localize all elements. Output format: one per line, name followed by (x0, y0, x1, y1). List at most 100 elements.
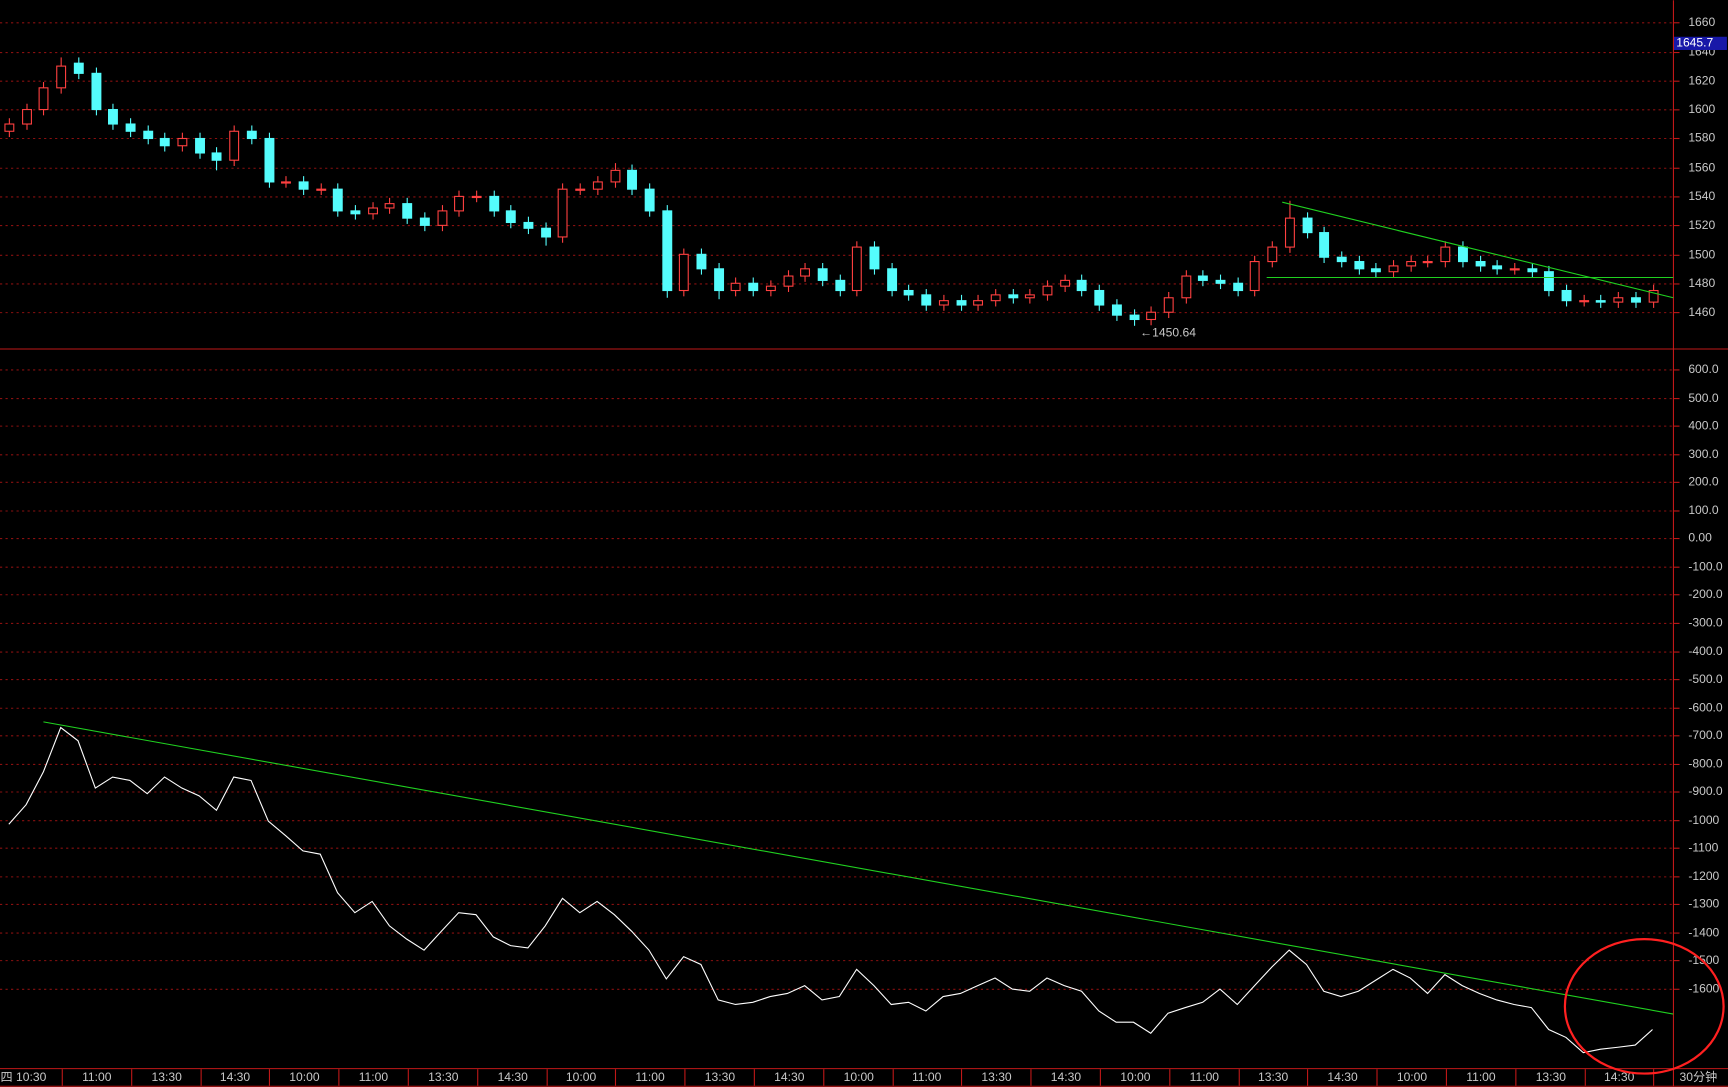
candle-body (368, 207, 378, 215)
candle (1354, 255, 1365, 275)
candle-body (575, 188, 586, 191)
candle-body (748, 282, 759, 292)
candle (592, 176, 603, 195)
candle (1543, 265, 1554, 297)
candle-body (1475, 261, 1486, 267)
y-tick-label: -100.0 (1688, 559, 1723, 573)
candle (869, 241, 880, 275)
candle-body (1302, 217, 1313, 234)
candle (1457, 241, 1468, 268)
candle-body (956, 300, 967, 306)
x-tick-label: 10:00 (1120, 1070, 1151, 1084)
y-tick-label: 1580 (1688, 131, 1715, 145)
candle-body (1370, 268, 1381, 273)
candle (1233, 277, 1244, 297)
y-tick-label: 1620 (1688, 73, 1715, 87)
y-tick-label: -600.0 (1688, 700, 1723, 714)
candle (541, 222, 552, 246)
candle-body (281, 181, 291, 184)
candle-body (1249, 261, 1260, 292)
candle-body (1008, 294, 1019, 299)
candle (1094, 284, 1105, 311)
candle (817, 263, 828, 287)
x-tick-label: 13:30 (1258, 1070, 1289, 1084)
candle-body (56, 65, 67, 89)
candle-body (1284, 217, 1295, 248)
candle-body (1422, 261, 1433, 264)
candle (1370, 263, 1381, 278)
y-tick-label: 0.00 (1688, 531, 1712, 545)
candle-body (211, 152, 222, 161)
candle (384, 197, 395, 214)
candle-body (523, 221, 534, 229)
candle (1579, 294, 1590, 307)
x-tick-label: 11:00 (82, 1070, 112, 1084)
candle (1336, 251, 1347, 268)
candle (1284, 200, 1295, 253)
candle (246, 125, 257, 145)
x-tick-label: 11:00 (912, 1070, 942, 1084)
candle (765, 280, 776, 297)
candle-body (592, 181, 603, 190)
candle-body (1267, 246, 1278, 263)
y-tick-label: 100.0 (1688, 503, 1719, 517)
candle-body (489, 195, 500, 212)
candle (835, 274, 846, 297)
candle (1146, 306, 1157, 326)
y-tick-label: -700.0 (1688, 728, 1723, 742)
candle (851, 241, 862, 297)
candle (211, 147, 222, 171)
candle (38, 82, 49, 116)
candle-body (22, 108, 32, 125)
candle-body (1457, 246, 1468, 263)
candle-body (229, 130, 240, 161)
candle (973, 294, 984, 311)
y-tick-label: 1560 (1688, 160, 1715, 174)
y-tick-label: 600.0 (1688, 362, 1719, 376)
candle-body (246, 130, 257, 140)
indicator-line (8, 726, 1653, 1054)
candle (437, 205, 448, 232)
candle-body (644, 188, 655, 212)
x-tick-label: 10:00 (566, 1070, 597, 1084)
candle (1129, 309, 1140, 326)
candle-body (437, 210, 448, 226)
candle (921, 289, 932, 311)
y-tick-label: 300.0 (1688, 447, 1719, 461)
x-tick-label: 13:30 (152, 1070, 183, 1084)
candle-body (1595, 300, 1606, 303)
candle-body (938, 300, 949, 306)
candle (419, 212, 430, 232)
x-tick-label: 10:00 (1397, 1070, 1428, 1084)
plot-layer: 1460148015001520154015601580160016201640… (0, 15, 1727, 1086)
candle (748, 277, 759, 297)
y-tick-label: -1000 (1688, 813, 1719, 827)
x-tick-label: 11:00 (1466, 1070, 1496, 1084)
candle-body (91, 72, 102, 111)
candle-body (1527, 268, 1538, 273)
candle (402, 197, 413, 224)
y-tick-label: 200.0 (1688, 475, 1719, 489)
y-tick-label: -1600 (1688, 981, 1719, 995)
y-tick-label: 1460 (1688, 305, 1715, 319)
x-tick-label: 14:30 (774, 1070, 805, 1084)
candle-body (4, 123, 15, 132)
candle-body (1076, 279, 1087, 292)
candle-body (1094, 289, 1105, 306)
candle-body (1060, 279, 1071, 287)
candle-body (332, 188, 343, 212)
x-tick-label: 14:30 (220, 1070, 251, 1084)
candle (350, 205, 361, 220)
x-tick-label: 10:00 (844, 1070, 875, 1084)
candle (332, 183, 343, 217)
candle (903, 284, 914, 301)
candle-body (1492, 265, 1503, 270)
candle-body (159, 137, 170, 147)
candle (575, 183, 586, 195)
candle-body (1509, 268, 1520, 271)
y-tick-label: -1500 (1688, 953, 1719, 967)
low-annotation: ←1450.64 (1140, 326, 1196, 340)
candle-body (627, 169, 637, 190)
candle (1319, 226, 1330, 264)
